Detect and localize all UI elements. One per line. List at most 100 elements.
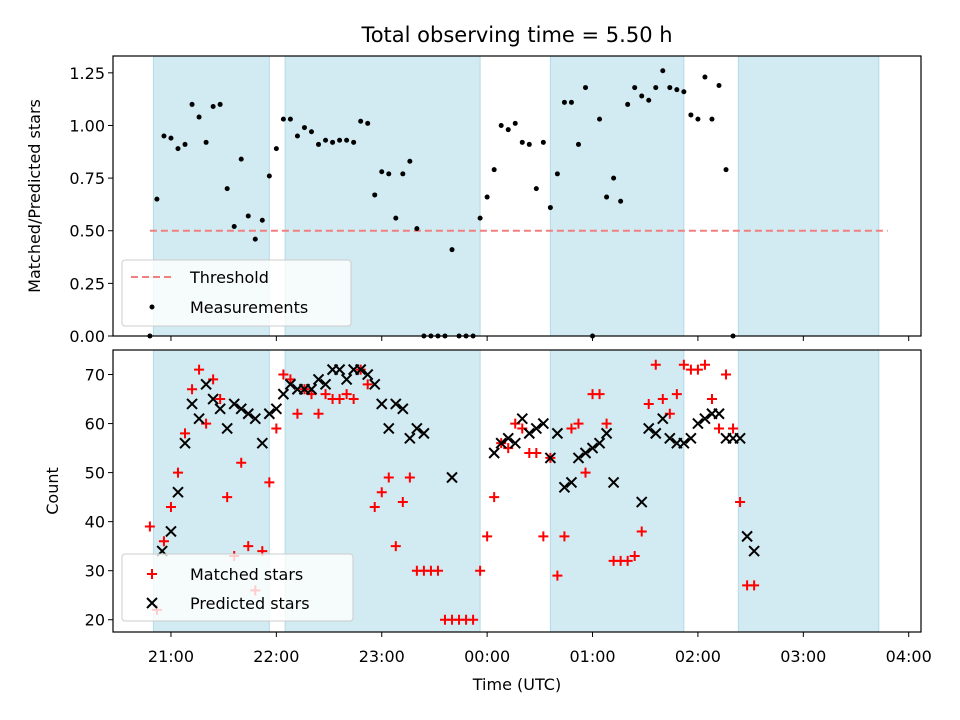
measurement-point [161, 133, 167, 139]
measurement-point [695, 116, 701, 122]
matched-star-point [278, 369, 289, 380]
measurement-point [210, 104, 216, 110]
predicted-star-point [558, 481, 571, 494]
measurement-point [526, 141, 532, 147]
matched-star-point [699, 359, 710, 370]
y-tick-label: 0.75 [69, 169, 105, 188]
matched-star-point [566, 423, 577, 434]
legend-matched-swatch [147, 569, 157, 579]
predicted-star-point [643, 422, 655, 435]
predicted-star-point [607, 476, 620, 489]
legend-matched-label: Matched stars [190, 565, 303, 584]
bottom-y-axis-label: Count [43, 467, 62, 515]
measurement-point [639, 93, 645, 99]
top-y-axis: 0.00 0.25 0.50 0.75 1.00 1.25 [69, 64, 113, 346]
matched-star-point [271, 423, 282, 434]
panel-top: 0.00 0.25 0.50 0.75 1.00 1.25 Matched/Predict… [25, 55, 922, 346]
matched-star-point [475, 565, 486, 576]
predicted-star-point [713, 408, 725, 420]
predicted-star-point [657, 412, 669, 425]
bottom-y-axis: 20 30 40 50 60 70 [85, 366, 113, 630]
measurement-point [154, 196, 160, 202]
measurement-point [330, 139, 336, 145]
matched-star-point [657, 394, 668, 405]
measurement-point [400, 171, 406, 177]
measurement-point [168, 135, 174, 141]
x-tick-label: 02:00 [675, 647, 721, 666]
measurement-point [702, 74, 708, 80]
matched-star-point [215, 394, 226, 405]
matched-star-point [362, 379, 373, 390]
measurement-point [632, 85, 638, 91]
predicted-star-point [523, 427, 536, 440]
matched-star-point [636, 526, 647, 537]
measurement-point [547, 205, 553, 211]
measurement-point [611, 175, 617, 181]
measurement-point [365, 120, 371, 126]
legend-threshold-label: Threshold [189, 268, 269, 287]
predicted-star-point [650, 427, 662, 440]
x-tick-label: 00:00 [464, 647, 510, 666]
matched-star-point [489, 492, 500, 503]
measurement-point [273, 146, 279, 152]
measurement-point [646, 97, 652, 103]
matched-star-point [749, 580, 760, 591]
predicted-star-point [319, 378, 332, 391]
measurement-point [597, 116, 603, 122]
matched-star-point [369, 501, 380, 512]
measurement-point [498, 122, 504, 128]
measurement-point [519, 139, 525, 145]
measurement-point [674, 87, 680, 93]
predicted-star-point [305, 383, 318, 395]
measurement-point [196, 114, 202, 120]
measurement-point [316, 141, 322, 147]
measurement-point [245, 213, 251, 219]
matched-star-point [552, 570, 563, 581]
predicted-star-point [228, 398, 240, 410]
predicted-star-point [446, 471, 458, 484]
predicted-star-point [361, 368, 374, 381]
measurement-point [540, 139, 546, 145]
panel-bottom: 20 30 40 50 60 70 21:00 22:00 23:00 00:00 01:00 02… [43, 349, 932, 694]
matched-star-point [348, 394, 359, 405]
matched-star-point [573, 418, 584, 429]
matched-star-point [538, 531, 549, 542]
measurement-point [379, 169, 385, 175]
y-tick-label: 70 [85, 366, 105, 385]
measurement-point [583, 85, 589, 91]
matched-star-point [313, 408, 324, 419]
predicted-star-point [411, 422, 423, 435]
predicted-star-point [734, 432, 746, 444]
measurement-point [568, 99, 574, 105]
measurement-point [533, 186, 539, 192]
measurement-point [554, 171, 560, 177]
x-tick-label: 22:00 [253, 647, 299, 666]
bottom-x-axis: 21:00 22:00 23:00 00:00 01:00 02:00 03:00 04:00 [148, 632, 932, 666]
chart-title: Total observing time = 5.50 h [360, 23, 672, 47]
predicted-star-point [509, 437, 521, 449]
legend-predicted-swatch [146, 597, 158, 609]
measurement-point [308, 129, 314, 135]
measurement-point [709, 116, 715, 122]
matched-star-point [559, 531, 570, 542]
legend-predicted-label: Predicted stars [190, 594, 310, 613]
predicted-star-point [200, 378, 212, 391]
predicted-star-point [636, 496, 648, 508]
measurement-point [280, 116, 286, 122]
predicted-star-point [390, 398, 402, 410]
matched-star-point [397, 497, 408, 508]
matched-star-point [735, 497, 746, 508]
measurement-point [301, 125, 307, 131]
shaded-interval [737, 55, 880, 337]
matched-star-point [643, 398, 654, 409]
predicted-star-point [748, 545, 760, 557]
predicted-star-point [685, 432, 697, 444]
predicted-star-point [369, 378, 381, 391]
predicted-star-point [397, 403, 409, 415]
measurement-point [449, 247, 455, 253]
matched-star-point [376, 487, 387, 498]
predicted-star-point [172, 486, 184, 498]
measurement-point [414, 226, 420, 232]
measurement-point [238, 156, 244, 162]
measurement-point [344, 137, 350, 143]
